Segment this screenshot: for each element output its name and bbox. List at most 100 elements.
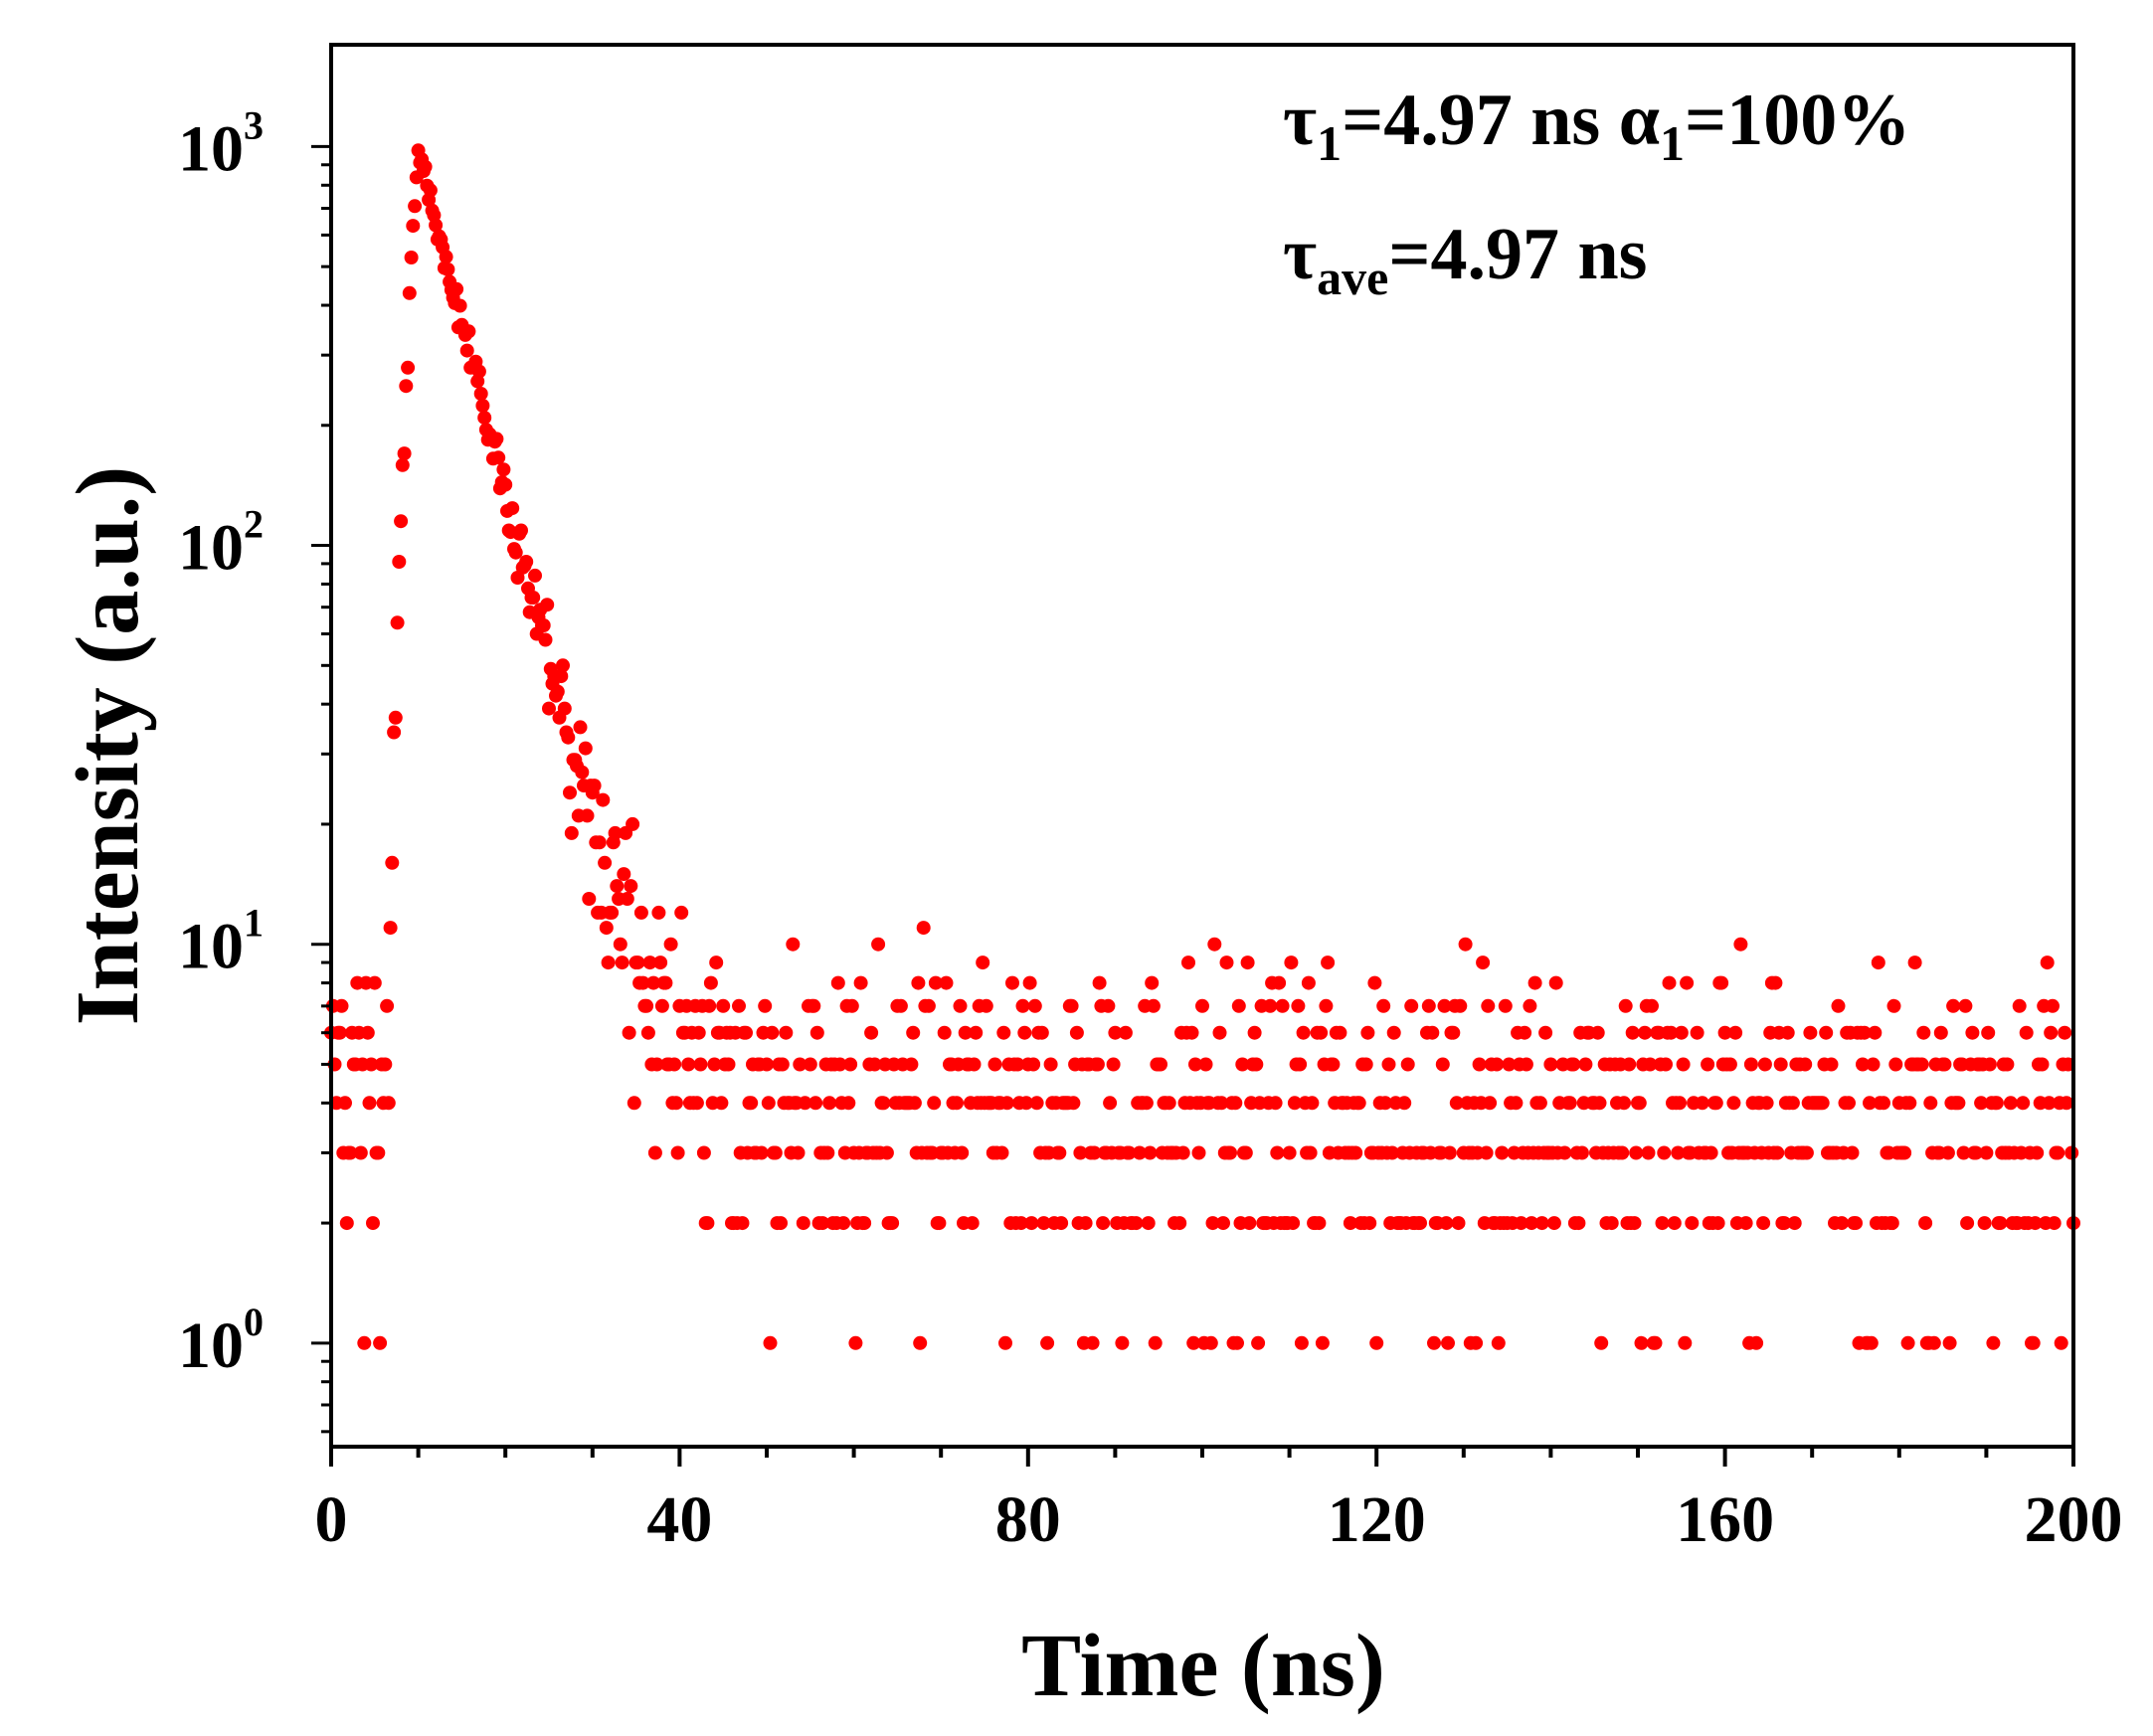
- data-point: [1458, 937, 1473, 952]
- data-point: [1525, 1216, 1539, 1231]
- data-point: [1439, 1216, 1454, 1231]
- data-point: [1404, 998, 1419, 1013]
- data-point: [1773, 1057, 1788, 1072]
- data-point: [1604, 1216, 1619, 1231]
- data-point: [475, 399, 490, 413]
- data-point: [2012, 998, 2027, 1013]
- x-tick-label: 0: [315, 1483, 348, 1556]
- data-point: [1282, 1145, 1297, 1160]
- data-point: [647, 1145, 662, 1160]
- data-point: [1842, 1096, 1856, 1111]
- data-point: [1425, 1025, 1440, 1040]
- data-point: [1968, 1145, 1983, 1160]
- data-point: [674, 905, 689, 920]
- data-point: [1247, 1025, 1262, 1040]
- data-point: [994, 1145, 1009, 1160]
- data-point: [1087, 1145, 1102, 1160]
- data-point: [1690, 1025, 1704, 1040]
- data-point: [640, 1025, 655, 1040]
- data-point: [1216, 1216, 1230, 1231]
- data-point: [1956, 1145, 1971, 1160]
- data-point: [1799, 1145, 1814, 1160]
- data-point: [635, 975, 650, 990]
- data-point: [1780, 1025, 1795, 1040]
- data-point: [1673, 1096, 1687, 1111]
- data-point: [1479, 1145, 1494, 1160]
- data-point: [1523, 998, 1537, 1013]
- data-point: [967, 1057, 982, 1072]
- data-point: [1557, 1145, 1572, 1160]
- data-point: [491, 450, 506, 465]
- data-point: [1629, 1145, 1644, 1160]
- data-point: [1590, 1025, 1605, 1040]
- data-point: [582, 892, 597, 906]
- data-point: [1785, 1096, 1800, 1111]
- data-point: [791, 1145, 806, 1160]
- data-point: [1490, 1057, 1505, 1072]
- svg-text:τave=4.97 ns: τave=4.97 ns: [1283, 214, 1647, 305]
- data-point: [1073, 1145, 1088, 1160]
- alpha1-symbol: α: [1619, 80, 1660, 161]
- data-point: [893, 998, 908, 1013]
- data-point: [598, 855, 613, 870]
- y-tick-base: 10: [178, 911, 244, 983]
- data-point: [1096, 1216, 1111, 1231]
- data-point: [768, 1145, 783, 1160]
- data-point: [965, 1216, 980, 1231]
- data-point: [1188, 1057, 1202, 1072]
- data-point: [1207, 937, 1222, 952]
- data-point: [786, 937, 801, 952]
- data-point: [1122, 1145, 1137, 1160]
- data-point: [2035, 1057, 2050, 1072]
- data-point: [1717, 1025, 1732, 1040]
- data-point: [979, 998, 993, 1013]
- data-point: [1728, 1025, 1743, 1040]
- data-point: [1036, 1216, 1051, 1231]
- data-point: [820, 1145, 835, 1160]
- y-tick-exponent: 0: [244, 1300, 264, 1344]
- data-point: [1026, 1057, 1041, 1072]
- data-point: [441, 262, 455, 276]
- data-point: [622, 1025, 636, 1040]
- data-point: [774, 1216, 788, 1231]
- data-point: [953, 998, 968, 1013]
- data-point: [401, 360, 416, 375]
- data-point: [1286, 1216, 1301, 1231]
- data-point: [362, 1096, 377, 1111]
- annotation-lifetime: τ1=4.97 ns α1=100% τave=4.97 ns: [1283, 80, 1910, 305]
- data-point: [709, 955, 724, 970]
- data-point: [1532, 1096, 1547, 1111]
- data-point: [1240, 955, 1255, 970]
- data-point: [1106, 1057, 1121, 1072]
- data-point: [906, 1025, 921, 1040]
- data-point: [1902, 1096, 1917, 1111]
- data-point: [371, 1145, 386, 1160]
- data-point: [876, 1096, 891, 1111]
- data-point: [1101, 998, 1116, 1013]
- data-point: [471, 364, 486, 379]
- data-point: [1223, 1145, 1237, 1160]
- data-point: [1965, 1025, 1980, 1040]
- data-point: [1351, 1096, 1366, 1111]
- data-point: [653, 955, 668, 970]
- data-point: [798, 1096, 812, 1111]
- data-point: [1937, 1057, 1952, 1072]
- data-point: [1115, 1335, 1130, 1350]
- data-point: [1078, 1216, 1093, 1231]
- data-point: [496, 462, 511, 477]
- data-point: [1103, 1096, 1118, 1111]
- data-point: [1979, 1145, 1994, 1160]
- data-point: [1315, 1335, 1330, 1350]
- data-point: [1951, 1096, 1966, 1111]
- data-point: [1263, 998, 1278, 1013]
- data-point: [1092, 975, 1107, 990]
- data-point: [1657, 1145, 1672, 1160]
- data-point: [1052, 1145, 1067, 1160]
- data-point: [1634, 1335, 1649, 1350]
- data-point: [1040, 1335, 1055, 1350]
- data-point: [1212, 1025, 1227, 1040]
- data-point: [844, 998, 859, 1013]
- data-point: [1617, 1096, 1631, 1111]
- data-point: [1632, 1096, 1647, 1111]
